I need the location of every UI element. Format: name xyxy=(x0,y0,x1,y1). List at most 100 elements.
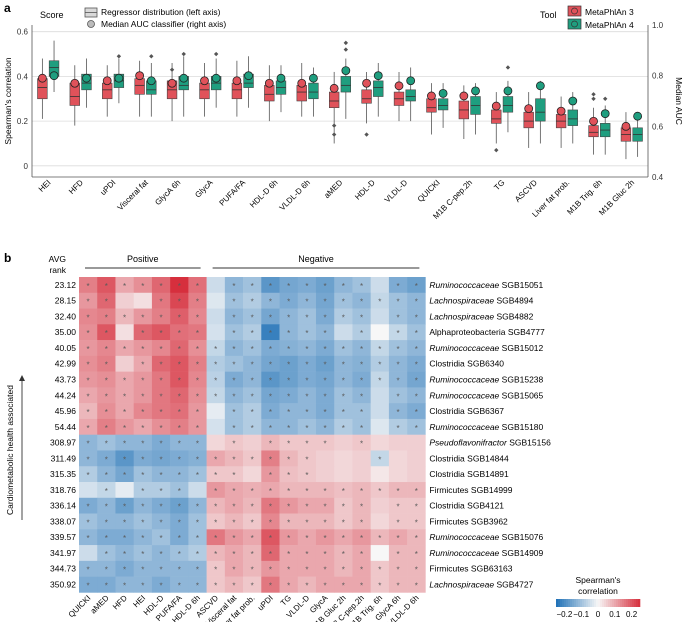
significance-star: * xyxy=(324,298,327,307)
avg-rank-title: rank xyxy=(49,265,66,275)
x-tick-label: TG xyxy=(492,178,506,192)
column-label: TG xyxy=(279,593,293,607)
heatmap-cell xyxy=(115,371,134,388)
heatmap-cell xyxy=(279,497,299,514)
heatmap-cell xyxy=(133,277,153,294)
significance-star: * xyxy=(141,392,144,401)
heatmap-cell xyxy=(133,545,153,562)
heatmap-cell xyxy=(188,324,207,341)
heatmap-cell xyxy=(151,545,171,562)
significance-star: * xyxy=(360,550,363,559)
significance-star: * xyxy=(159,361,162,370)
heatmap-cell xyxy=(334,308,353,325)
outlier-point xyxy=(213,51,219,57)
mp4-auc-point xyxy=(276,73,286,83)
heatmap-cell xyxy=(334,482,353,499)
heatmap-cell xyxy=(315,277,335,294)
significance-star: * xyxy=(232,566,235,575)
significance-star: * xyxy=(178,345,181,354)
significance-star: * xyxy=(396,534,399,543)
heatmap-cell xyxy=(388,371,408,388)
heatmap-cell xyxy=(79,529,98,546)
heatmap-cell xyxy=(407,450,426,467)
heatmap-cell xyxy=(334,418,353,435)
significance-star: * xyxy=(178,361,181,370)
significance-star: * xyxy=(269,392,272,401)
heatmap-cell xyxy=(243,308,262,325)
significance-star: * xyxy=(269,377,272,386)
significance-star: * xyxy=(396,361,399,370)
mp3-box xyxy=(588,125,599,138)
significance-star: * xyxy=(360,282,363,291)
avg-rank-value: 339.57 xyxy=(50,532,76,542)
significance-star: * xyxy=(159,282,162,291)
heatmap-cell xyxy=(151,497,171,514)
heatmap-cell xyxy=(315,355,335,372)
avg-rank-value: 341.97 xyxy=(50,548,76,558)
mp4-auc-point xyxy=(82,73,91,83)
heatmap-cell xyxy=(170,324,189,341)
avg-rank-value: 32.40 xyxy=(55,311,77,321)
heatmap-cell xyxy=(188,371,207,388)
colorbar-segment xyxy=(624,599,627,607)
heatmap-cell xyxy=(261,418,280,435)
significance-star: * xyxy=(178,313,181,322)
heatmap-cell xyxy=(279,545,299,562)
heatmap-cell xyxy=(206,355,226,372)
significance-star: * xyxy=(141,534,144,543)
heatmap-cell xyxy=(407,529,426,546)
heatmap-cell xyxy=(79,292,98,309)
significance-star: * xyxy=(305,550,308,559)
colorbar-tick-label: 0.2 xyxy=(626,610,638,619)
heatmap-cell xyxy=(97,434,116,451)
significance-star: * xyxy=(159,550,162,559)
heatmap-cell xyxy=(243,466,262,483)
heatmap-cell xyxy=(279,371,299,388)
heatmap-cell xyxy=(97,403,116,420)
avg-rank-value: 35.00 xyxy=(55,327,77,337)
significance-star: * xyxy=(87,361,90,370)
significance-star: * xyxy=(324,582,327,591)
significance-star: * xyxy=(105,392,108,401)
significance-star: * xyxy=(178,534,181,543)
significance-star: * xyxy=(123,440,126,449)
significance-star: * xyxy=(178,487,181,496)
colorbar-title: correlation xyxy=(578,586,618,596)
significance-star: * xyxy=(305,503,308,512)
mp4-auc-point xyxy=(568,96,578,106)
heatmap-cell xyxy=(188,497,207,514)
avg-rank-value: 43.73 xyxy=(55,375,77,385)
heatmap-cell xyxy=(224,355,244,372)
heatmap-cell xyxy=(407,308,426,325)
significance-star: * xyxy=(360,440,363,449)
significance-star: * xyxy=(269,424,272,433)
heatmap-cell xyxy=(388,324,408,341)
y-tick-label: 0.2 xyxy=(17,117,29,126)
heatmap-cell xyxy=(315,560,335,577)
heatmap-cell xyxy=(79,482,98,499)
heatmap-cell xyxy=(188,529,207,546)
significance-star: * xyxy=(196,282,199,291)
significance-star: * xyxy=(141,550,144,559)
significance-star: * xyxy=(214,487,217,496)
heatmap-cell xyxy=(115,466,134,483)
x-tick-label: aMED xyxy=(322,178,344,200)
heatmap-cell xyxy=(206,340,226,357)
heatmap-cell xyxy=(279,403,299,420)
heatmap-cell xyxy=(206,324,226,341)
significance-star: * xyxy=(324,534,327,543)
heatmap-cell xyxy=(170,277,189,294)
significance-star: * xyxy=(87,440,90,449)
colorbar-segment xyxy=(578,599,581,607)
significance-star: * xyxy=(305,298,308,307)
colorbar-segment xyxy=(574,599,577,607)
heatmap-cell xyxy=(224,482,244,499)
avg-rank-value: 338.07 xyxy=(50,516,76,526)
significance-star: * xyxy=(141,329,144,338)
heatmap-cell xyxy=(133,387,153,404)
heatmap-cell xyxy=(352,371,371,388)
significance-star: * xyxy=(159,345,162,354)
heatmap-cell xyxy=(315,513,335,530)
significance-star: * xyxy=(269,518,272,527)
heatmap-cell xyxy=(224,324,244,341)
